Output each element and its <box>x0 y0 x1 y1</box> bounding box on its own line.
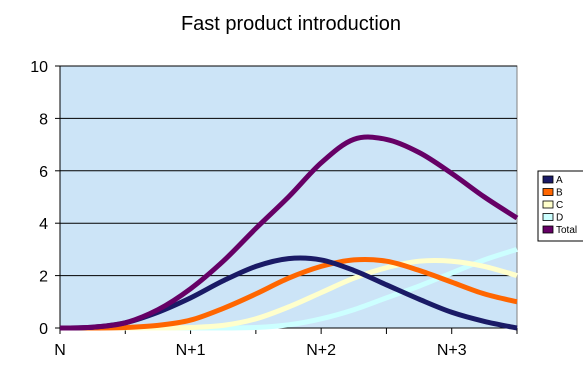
y-tick-label: 4 <box>39 216 48 233</box>
series-line-total <box>59 134 519 331</box>
x-tick-label: N <box>54 342 66 359</box>
legend-swatch-a <box>542 175 554 184</box>
y-tick-label: 6 <box>39 164 48 181</box>
y-tick-label: 8 <box>39 111 48 128</box>
legend-swatch-b <box>542 188 554 196</box>
series-line-b <box>59 256 518 331</box>
legend-label-c: C <box>556 200 563 211</box>
y-tick-label: 10 <box>30 59 48 76</box>
legend-label-d: D <box>556 213 563 224</box>
y-tick-label: 0 <box>39 321 48 338</box>
y-tick-label: 2 <box>39 269 48 286</box>
legend-label-b: B <box>556 188 563 199</box>
legend-label-a: A <box>556 175 563 186</box>
legend-swatch-total <box>542 225 554 234</box>
chart-title: Fast product introduction <box>181 13 401 35</box>
legend-label-total: Total <box>556 225 577 236</box>
legend-swatch-c <box>542 200 554 209</box>
x-tick-label: N+2 <box>306 342 336 359</box>
x-tick-label: N+3 <box>437 342 467 359</box>
legend-swatch-d <box>542 213 554 221</box>
x-tick-label: N+1 <box>176 342 206 359</box>
series-lines <box>59 134 519 331</box>
